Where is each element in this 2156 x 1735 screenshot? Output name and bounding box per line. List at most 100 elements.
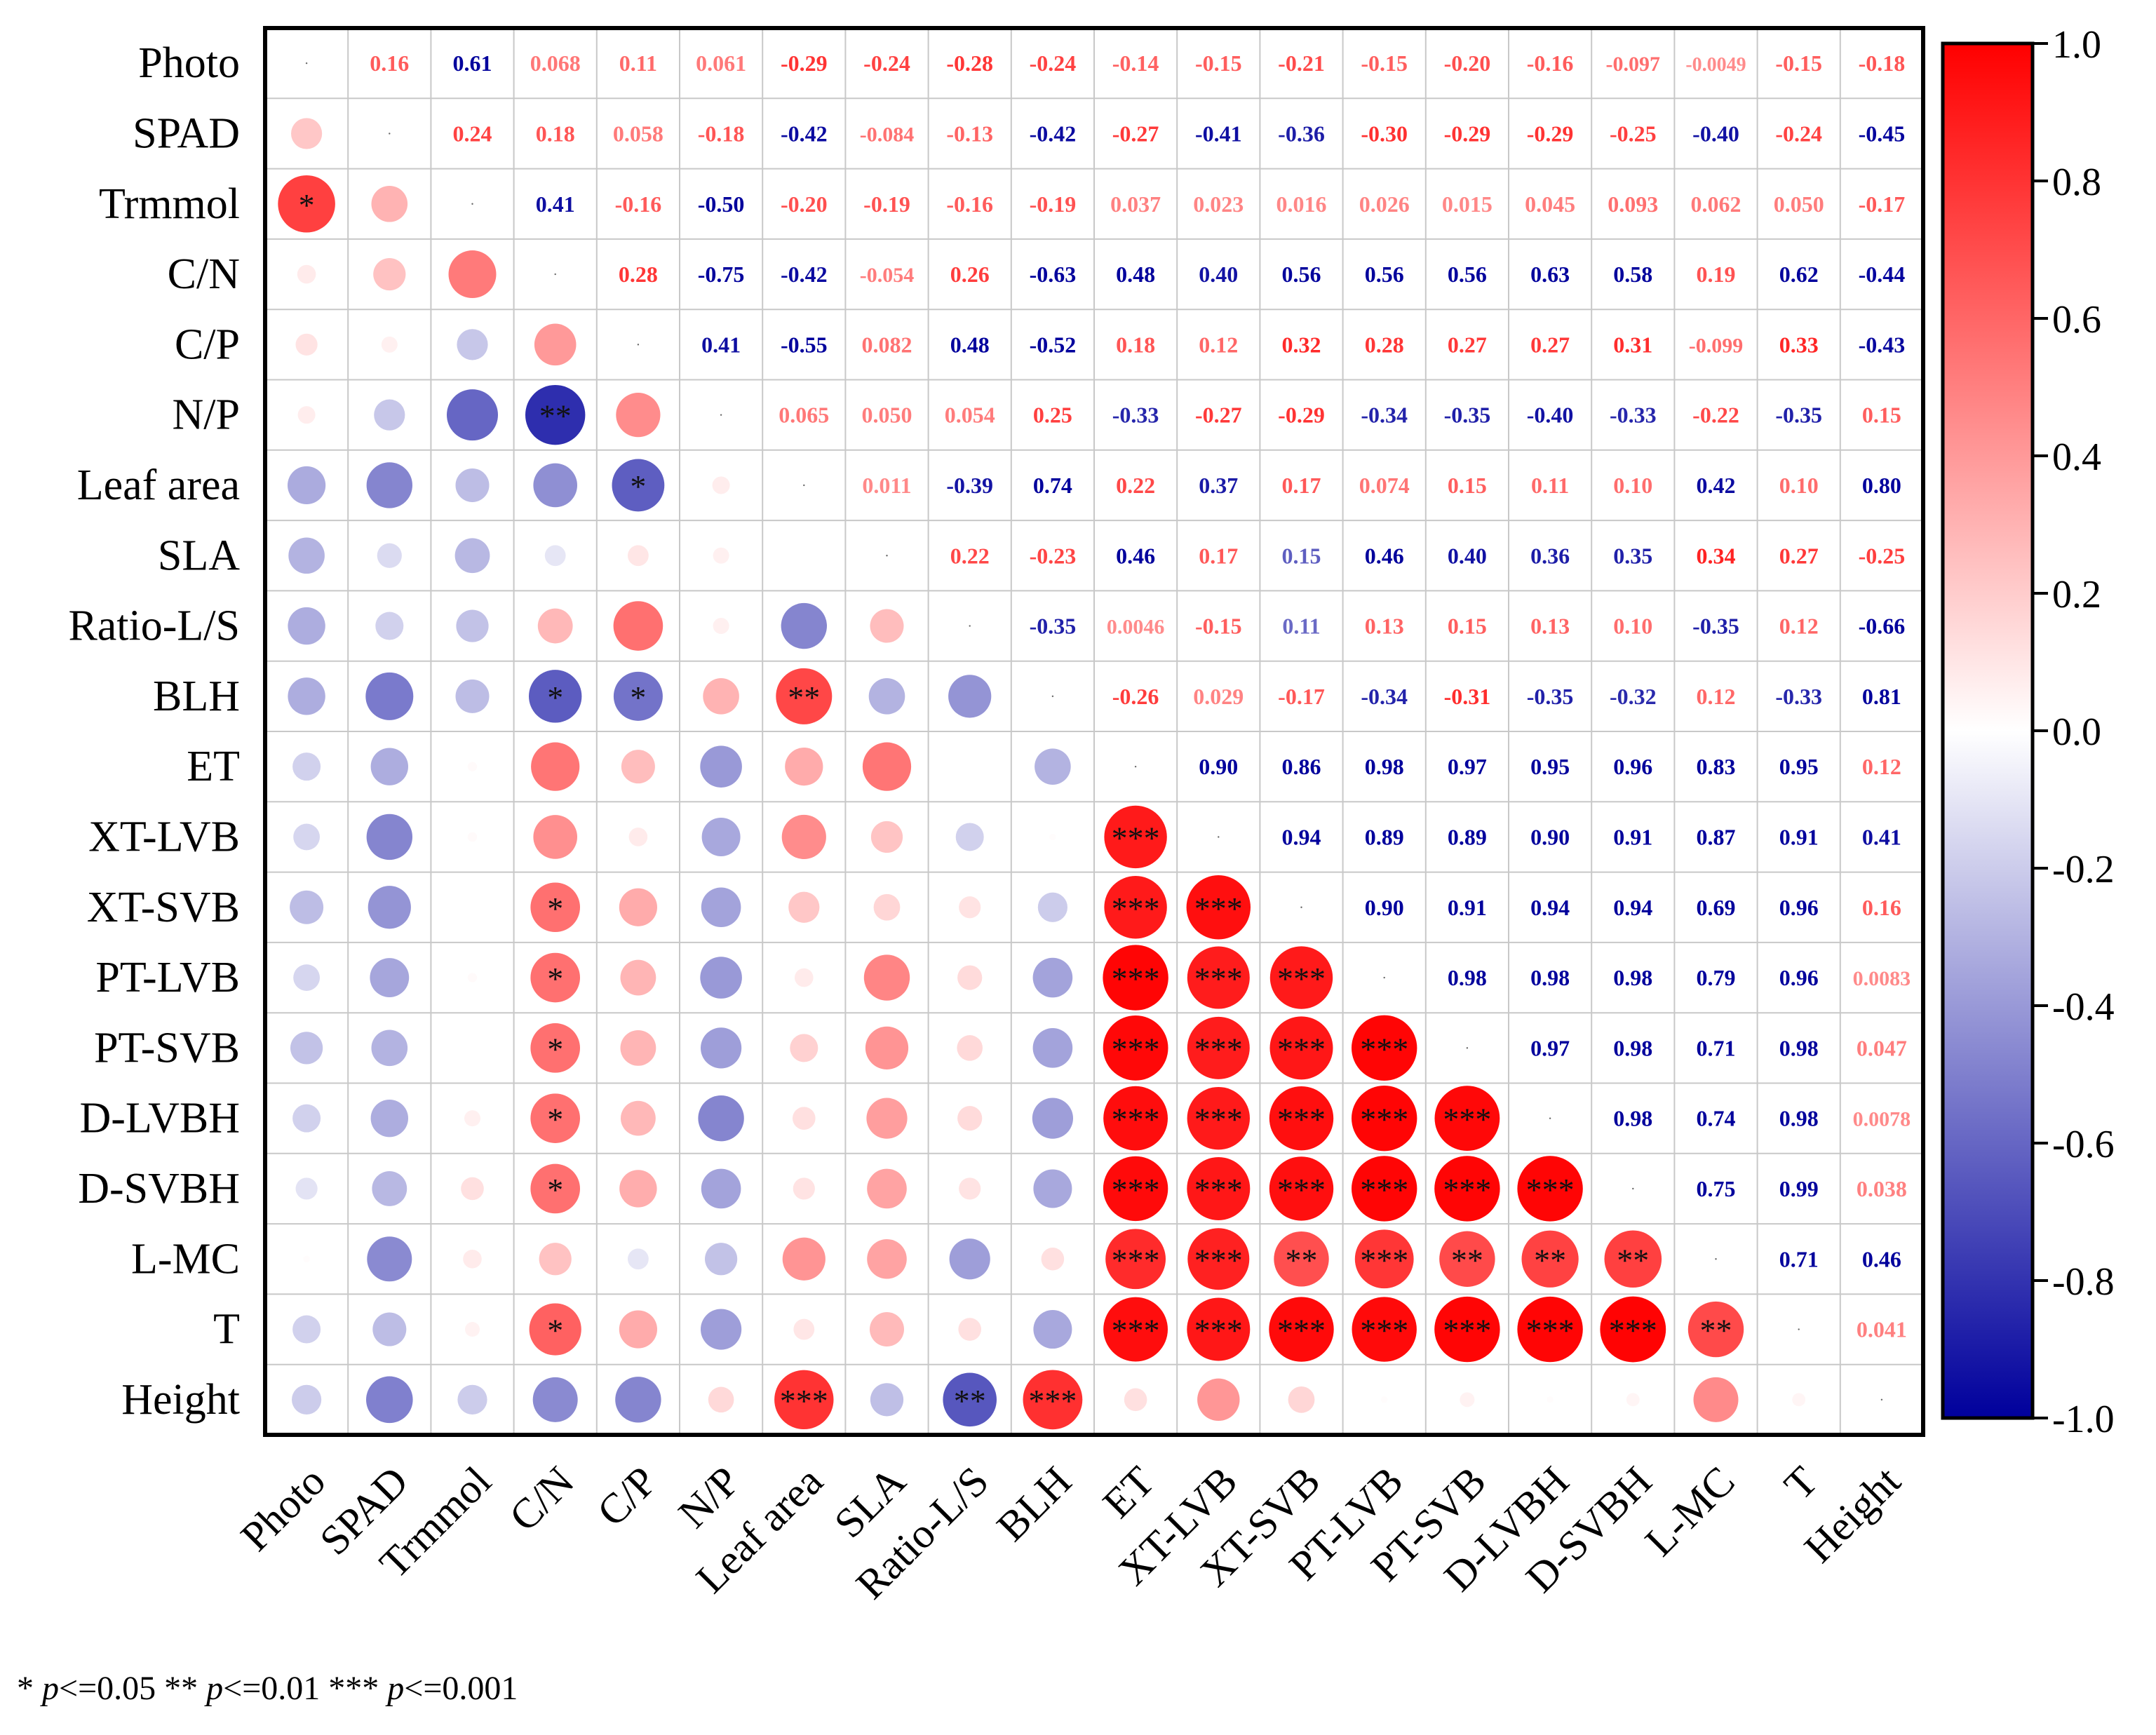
footnote-threshold3: <=0.001 [404, 1670, 518, 1707]
corr-circle-pt-svb-ratio-l-s [957, 1035, 983, 1061]
corr-circle-leaf-area-c-p [612, 459, 665, 512]
significance-mark: *** [780, 1383, 828, 1419]
corr-value-photo-n-p: 0.061 [696, 50, 746, 76]
significance-mark: * [547, 1172, 563, 1208]
corr-value-leaf-area-height: 0.80 [1862, 473, 1901, 498]
corr-value-c-p-sla: 0.082 [862, 332, 912, 357]
corr-value-trmmol-c-n: 0.41 [536, 191, 575, 217]
significance-mark: * [547, 891, 563, 926]
corr-value-xt-svb-pt-svb: 0.91 [1448, 895, 1487, 920]
corr-value-photo-spad: 0.16 [370, 50, 409, 76]
significance-mark: *** [1360, 1031, 1408, 1067]
corr-circle-xt-svb-n-p [701, 887, 741, 928]
corr-value-spad-d-lvbh: -0.29 [1527, 121, 1574, 146]
significance-mark: *** [1360, 1313, 1408, 1349]
significance-mark: *** [1277, 1172, 1326, 1208]
diagonal-dot [1715, 1258, 1717, 1260]
footnote-p2: p [206, 1670, 224, 1707]
colorbar-tick-label: 0.2 [2052, 573, 2101, 616]
corr-circle-et-photo [292, 752, 321, 781]
significance-mark: ** [1534, 1242, 1566, 1278]
corr-circle-pt-lvb-trmmol [467, 973, 478, 983]
significance-mark: *** [1526, 1172, 1575, 1208]
corr-value-c-n-d-svbh: 0.58 [1613, 262, 1652, 287]
corr-value-pt-lvb-d-lvbh: 0.98 [1530, 965, 1570, 990]
corr-circle-ratio-l-s-n-p [713, 618, 729, 635]
corr-value-trmmol-ratio-l-s: -0.16 [946, 191, 993, 217]
corr-value-c-n-blh: -0.63 [1030, 262, 1077, 287]
corr-value-ratio-l-s-d-svbh: 0.10 [1613, 614, 1652, 639]
significance-mark: *** [1277, 1031, 1326, 1067]
corr-value-trmmol-leaf-area: -0.20 [781, 191, 828, 217]
corr-value-c-p-n-p: 0.41 [701, 332, 741, 357]
corr-circle-pt-lvb-ratio-l-s [957, 965, 983, 990]
footnote-threshold1: <=0.05 [59, 1670, 156, 1707]
corr-value-c-p-t: 0.33 [1779, 332, 1819, 357]
y-label-et: ET [187, 743, 240, 790]
corr-circle-d-lvbh-c-p [621, 1100, 656, 1136]
corr-circle-height-l-mc [1693, 1377, 1739, 1422]
corr-circle-xt-svb-xt-lvb [1186, 875, 1251, 940]
corr-value-sla-ratio-l-s: 0.22 [950, 543, 990, 568]
corr-circle-xt-svb-blh [1037, 892, 1067, 922]
significance-mark: * [547, 1313, 563, 1349]
x-label-height: Height [1795, 1457, 1909, 1571]
corr-circle-t-pt-svb [1434, 1296, 1500, 1363]
corr-value-c-p-height: -0.43 [1859, 332, 1906, 357]
corr-value-photo-sla: -0.24 [863, 50, 910, 76]
y-label-c-p: C/P [175, 320, 240, 368]
corr-circle-d-svbh-n-p [701, 1168, 741, 1209]
corr-circle-d-svbh-d-lvbh [1517, 1156, 1583, 1222]
corr-value-pt-svb-t: 0.98 [1779, 1035, 1819, 1060]
corr-value-xt-svb-pt-lvb: 0.90 [1365, 895, 1404, 920]
corr-value-sla-l-mc: 0.34 [1697, 543, 1736, 568]
footnote-star2: ** [156, 1670, 207, 1707]
corr-value-n-p-d-lvbh: -0.40 [1527, 403, 1574, 428]
corr-value-ratio-l-s-et: 0.0046 [1107, 616, 1165, 639]
x-label-blh: BLH [988, 1458, 1081, 1551]
y-label-xt-lvb: XT-LVB [88, 813, 240, 860]
corr-value-leaf-area-et: 0.22 [1116, 473, 1155, 498]
y-label-sla: SLA [158, 532, 240, 579]
corr-circle-d-svbh-xt-svb [1269, 1156, 1334, 1221]
corr-value-trmmol-xt-svb: 0.016 [1276, 191, 1327, 217]
x-label-c-p: C/P [588, 1458, 666, 1535]
corr-value-et-d-svbh: 0.96 [1613, 754, 1652, 779]
corr-circle-t-c-p [619, 1310, 658, 1349]
corr-value-n-p-et: -0.33 [1112, 403, 1159, 428]
corr-value-et-xt-lvb: 0.90 [1199, 754, 1238, 779]
colorbar-tick-label: -0.4 [2052, 985, 2115, 1029]
corr-value-c-p-leaf-area: -0.55 [781, 332, 828, 357]
corr-circle-height-d-svbh [1626, 1393, 1640, 1407]
corr-value-c-n-n-p: -0.75 [698, 262, 745, 287]
corr-circle-pt-svb-xt-lvb [1187, 1016, 1250, 1079]
corr-circle-c-p-c-n [534, 323, 577, 366]
corr-circle-xt-svb-photo [290, 890, 324, 924]
significance-mark: ** [1451, 1242, 1483, 1278]
corr-value-et-d-lvbh: 0.95 [1530, 754, 1570, 779]
corr-value-trmmol-height: -0.17 [1859, 191, 1906, 217]
corr-value-c-n-l-mc: 0.19 [1697, 262, 1736, 287]
significance-mark: *** [1194, 1242, 1243, 1278]
corr-circle-blh-ratio-l-s [948, 675, 992, 718]
corr-value-photo-pt-svb: -0.20 [1444, 50, 1491, 76]
corr-value-spad-pt-svb: -0.29 [1444, 121, 1491, 146]
corr-circle-height-t [1792, 1393, 1806, 1407]
corr-circle-height-ratio-l-s [943, 1372, 997, 1427]
corr-circle-pt-svb-c-p [620, 1029, 656, 1066]
corr-circle-d-lvbh-xt-lvb [1187, 1086, 1251, 1150]
significance-mark: *** [1443, 1172, 1491, 1208]
colorbar-tick-label: 0.0 [2052, 710, 2101, 754]
significance-mark: ** [1700, 1313, 1732, 1349]
diagonal-dot [1798, 1328, 1800, 1330]
y-label-ratio-l-s: Ratio-L/S [68, 602, 240, 650]
corr-value-c-p-pt-svb: 0.27 [1448, 332, 1487, 357]
corr-circle-c-p-trmmol [457, 329, 488, 360]
corr-value-n-p-height: 0.15 [1862, 403, 1901, 428]
diagonal-dot [1549, 1117, 1551, 1119]
corr-circle-height-xt-lvb [1197, 1378, 1240, 1422]
corr-circle-t-et [1103, 1297, 1168, 1362]
corr-value-xt-lvb-t: 0.91 [1779, 824, 1819, 849]
diagonal-dot [803, 484, 805, 487]
corr-value-spad-leaf-area: -0.42 [781, 121, 828, 146]
